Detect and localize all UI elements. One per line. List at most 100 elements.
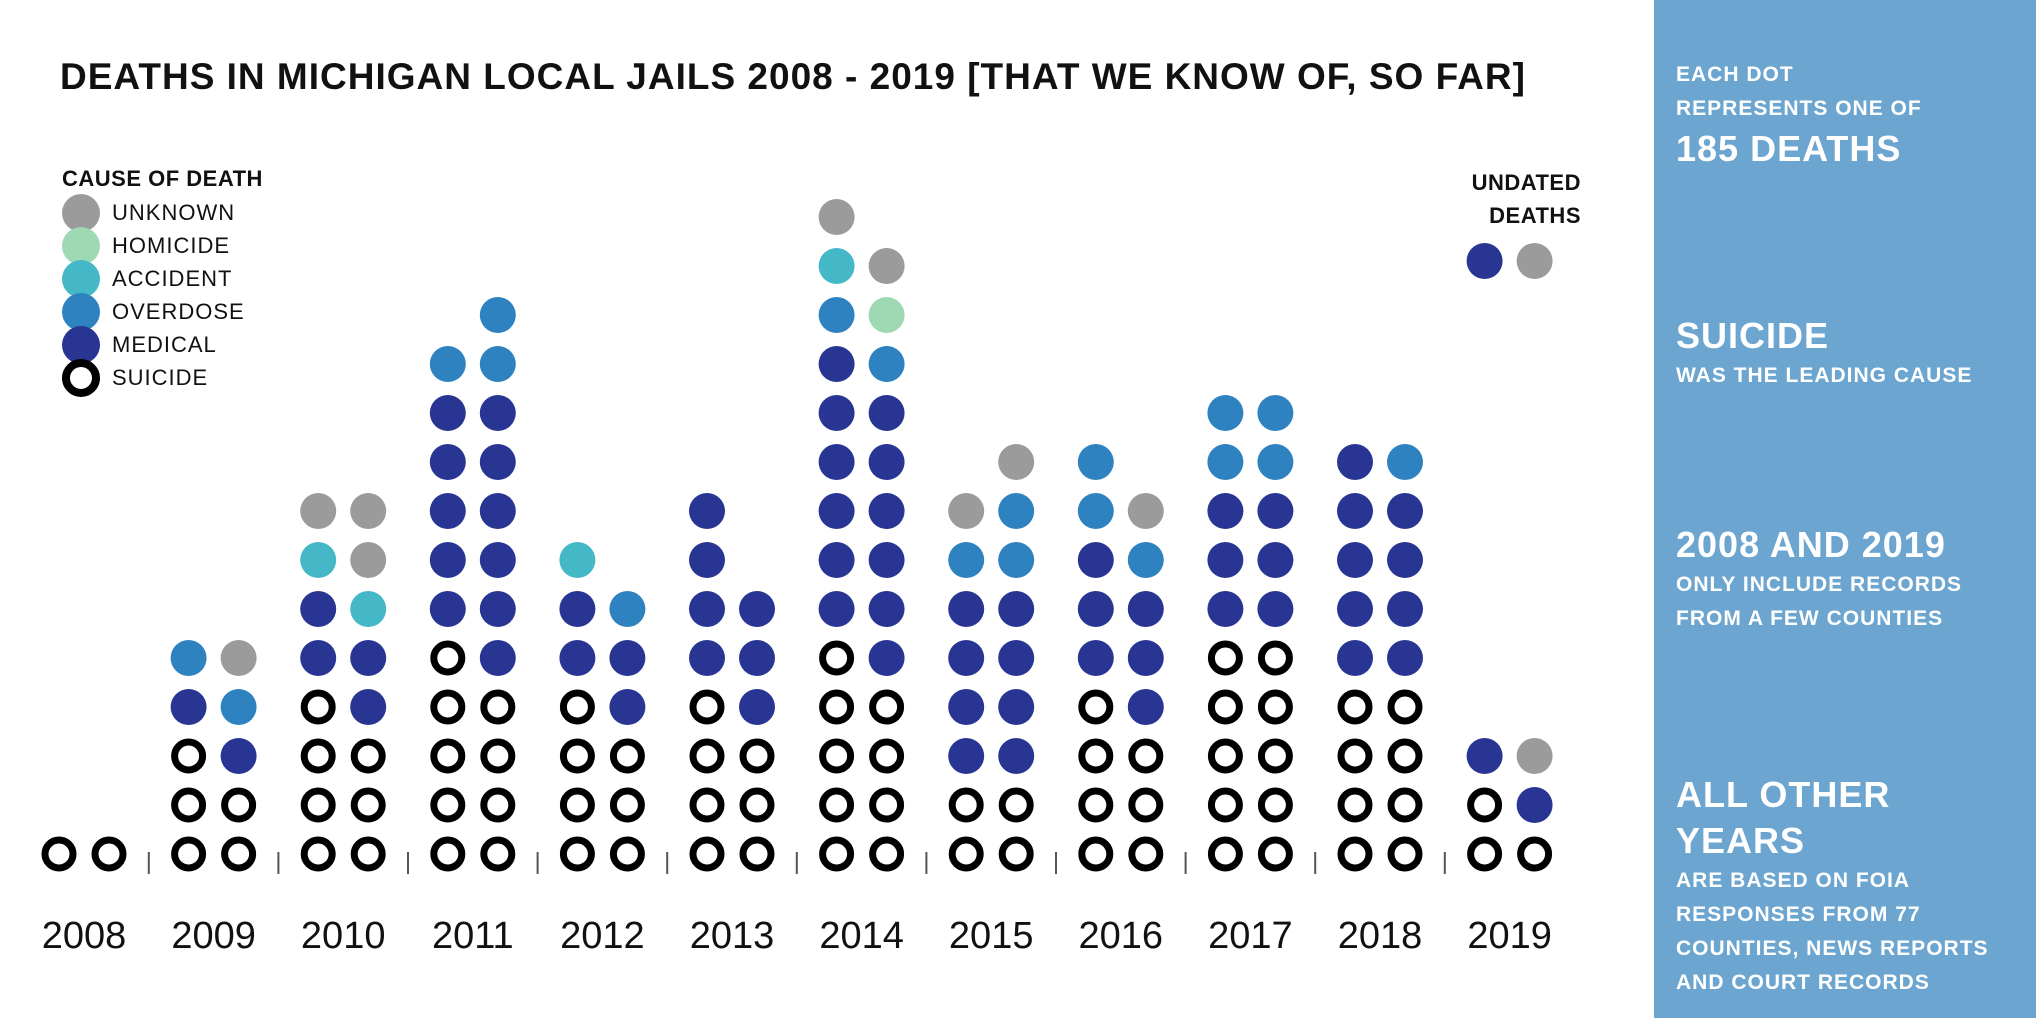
dot-2008-suicide bbox=[41, 836, 77, 872]
dot-2012-medical bbox=[609, 640, 646, 676]
dot-2016-suicide bbox=[1078, 836, 1114, 872]
dot-2009-suicide bbox=[221, 787, 257, 823]
sidebar-block-partial-years: 2008 AND 2019 ONLY INCLUDE RECORDS FROM … bbox=[1676, 522, 2028, 636]
dot-2014-suicide bbox=[819, 738, 855, 774]
dot-2010-medical bbox=[300, 640, 337, 676]
dot-2009-unknown bbox=[220, 640, 257, 676]
dot-2015-overdose bbox=[948, 542, 985, 578]
dot-2011-suicide bbox=[430, 689, 466, 725]
dot-2010-accident bbox=[300, 542, 337, 578]
dot-2016-medical bbox=[1127, 689, 1164, 725]
dot-2014-overdose bbox=[868, 346, 905, 382]
dot-2016-overdose bbox=[1077, 493, 1114, 529]
dot-2015-medical bbox=[998, 689, 1035, 725]
dot-2016-suicide bbox=[1128, 738, 1164, 774]
dot-2014-medical bbox=[868, 493, 905, 529]
dot-2017-suicide bbox=[1207, 640, 1243, 676]
x-tick-label: 2017 bbox=[1208, 915, 1293, 957]
dot-2013-medical bbox=[739, 689, 775, 725]
dot-2011-overdose bbox=[429, 346, 466, 382]
dot-2012-medical bbox=[559, 640, 596, 676]
dot-2014-medical bbox=[818, 444, 855, 480]
dot-2012-overdose bbox=[609, 591, 646, 627]
dot-2013-suicide bbox=[739, 836, 775, 872]
dot-2011-medical bbox=[429, 395, 466, 431]
dot-2015-unknown bbox=[948, 493, 985, 529]
x-tick-label: 2015 bbox=[949, 915, 1034, 957]
dot-2011-medical bbox=[479, 493, 516, 529]
sidebar-text: AND COURT RECORDS bbox=[1676, 971, 1930, 994]
dot-2019-suicide bbox=[1467, 836, 1503, 872]
dot-2013-suicide bbox=[739, 787, 775, 823]
dot-2019-suicide bbox=[1517, 836, 1553, 872]
dot-2018-medical bbox=[1337, 591, 1373, 627]
dot-2010-suicide bbox=[300, 738, 336, 774]
dot-2016-suicide bbox=[1128, 836, 1164, 872]
dot-2015-suicide bbox=[948, 787, 984, 823]
x-tick-label: 2013 bbox=[690, 915, 775, 957]
sidebar-text: COUNTIES, NEWS REPORTS bbox=[1676, 937, 1989, 960]
dot-2014-suicide bbox=[819, 689, 855, 725]
dot-2013-suicide bbox=[689, 787, 725, 823]
legend-label: HOMICIDE bbox=[112, 232, 230, 258]
dot-2019-suicide bbox=[1467, 787, 1503, 823]
dot-2014-medical bbox=[818, 395, 855, 431]
legend-item-accident: ACCIDENT bbox=[62, 259, 263, 298]
dot-2014-unknown bbox=[868, 248, 905, 284]
dot-2017-suicide bbox=[1257, 640, 1293, 676]
dot-2014-medical bbox=[868, 591, 905, 627]
dot-2010-unknown bbox=[300, 493, 337, 529]
dot-2015-suicide bbox=[948, 836, 984, 872]
dot-2014-medical bbox=[818, 493, 855, 529]
dot-2008-suicide bbox=[91, 836, 127, 872]
sidebar-text: ARE BASED ON FOIA bbox=[1676, 869, 1911, 892]
dot-2012-suicide bbox=[609, 787, 645, 823]
legend-item-homicide: HOMICIDE bbox=[62, 226, 263, 265]
dot-2010-unknown bbox=[350, 542, 387, 578]
dot-2014-suicide bbox=[869, 836, 905, 872]
dot-2009-suicide bbox=[171, 836, 207, 872]
dot-2012-suicide bbox=[609, 738, 645, 774]
dot-2017-medical bbox=[1207, 591, 1244, 627]
dot-2016-medical bbox=[1127, 640, 1164, 676]
dot-2015-suicide bbox=[998, 836, 1034, 872]
sidebar-text: ONLY INCLUDE RECORDS bbox=[1676, 573, 1963, 596]
sidebar-block-total: EACH DOT REPRESENTS ONE OF 185 DEATHS bbox=[1676, 58, 2028, 172]
x-tick-label: 2018 bbox=[1338, 915, 1423, 957]
dot-2012-medical bbox=[609, 689, 646, 725]
dot-2011-medical bbox=[479, 395, 516, 431]
dot-2013-medical bbox=[739, 591, 775, 627]
dot-2014-medical bbox=[868, 640, 905, 676]
dot-2011-medical bbox=[429, 542, 466, 578]
legend-swatch-unknown bbox=[62, 193, 100, 232]
sidebar-highlight: 2008 AND 2019 bbox=[1676, 524, 1946, 565]
dot-2016-overdose bbox=[1077, 444, 1114, 480]
dot-2013-medical bbox=[689, 591, 725, 627]
dot-2018-suicide bbox=[1387, 689, 1423, 725]
dot-2010-medical bbox=[350, 689, 387, 725]
dot-2010-accident bbox=[350, 591, 387, 627]
dot-2018-suicide bbox=[1387, 787, 1423, 823]
dot-2011-suicide bbox=[480, 689, 516, 725]
dot-2017-suicide bbox=[1257, 689, 1293, 725]
sidebar-block-sources: ALL OTHER YEARS ARE BASED ON FOIA RESPON… bbox=[1676, 772, 2028, 1000]
x-tick-label: 2016 bbox=[1079, 915, 1164, 957]
dot-2014-accident bbox=[818, 248, 855, 284]
dot-2017-medical bbox=[1257, 591, 1294, 627]
dot-2017-overdose bbox=[1257, 395, 1294, 431]
dot-2010-suicide bbox=[300, 836, 336, 872]
legend-label: ACCIDENT bbox=[112, 265, 233, 291]
dot-2018-medical bbox=[1337, 542, 1373, 578]
dot-2013-medical bbox=[689, 542, 725, 578]
dot-2017-suicide bbox=[1257, 787, 1293, 823]
legend-item-suicide: SUICIDE bbox=[62, 358, 263, 397]
dot-2017-suicide bbox=[1207, 836, 1243, 872]
dot-2011-suicide bbox=[480, 836, 516, 872]
dot-2012-suicide bbox=[559, 689, 595, 725]
legend-swatch-homicide bbox=[62, 226, 100, 265]
dot-2018-suicide bbox=[1337, 689, 1373, 725]
dot-2010-suicide bbox=[350, 738, 386, 774]
dot-2010-unknown bbox=[350, 493, 387, 529]
legend-label: MEDICAL bbox=[112, 331, 217, 357]
dot-2019-unknown bbox=[1516, 738, 1553, 774]
